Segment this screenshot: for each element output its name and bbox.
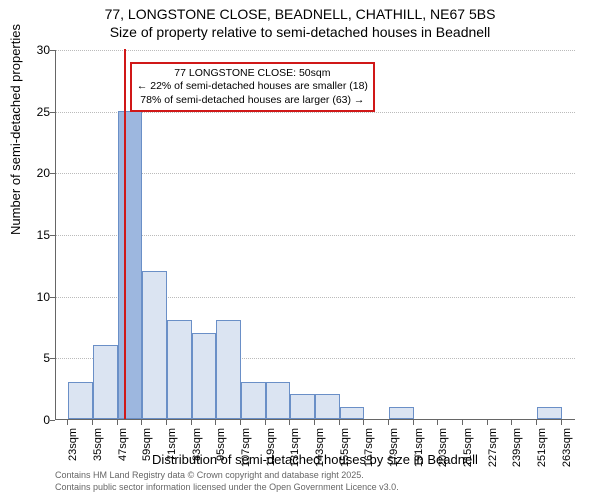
x-tick-mark	[289, 420, 290, 425]
y-tick-label: 15	[22, 228, 50, 242]
x-tick-label: 47sqm	[117, 428, 129, 468]
x-tick-label: 119sqm	[265, 428, 277, 468]
footnote-2: Contains public sector information licen…	[55, 482, 399, 492]
y-tick-label: 25	[22, 105, 50, 119]
histogram-bar	[266, 382, 291, 419]
gridline	[56, 50, 575, 51]
x-tick-mark	[437, 420, 438, 425]
x-tick-label: 167sqm	[363, 428, 375, 468]
x-tick-label: 251sqm	[536, 428, 548, 468]
reference-line	[124, 49, 126, 419]
x-tick-label: 23sqm	[67, 428, 79, 468]
x-tick-mark	[388, 420, 389, 425]
x-tick-label: 71sqm	[166, 428, 178, 468]
y-tick-label: 20	[22, 166, 50, 180]
x-tick-mark	[215, 420, 216, 425]
x-tick-mark	[487, 420, 488, 425]
x-tick-label: 227sqm	[487, 428, 499, 468]
y-tick-label: 5	[22, 351, 50, 365]
histogram-bar	[68, 382, 93, 419]
y-axis-label: Number of semi-detached properties	[8, 24, 23, 235]
annotation-line2: ← 22% of semi-detached houses are smalle…	[137, 80, 368, 93]
y-tick-mark	[50, 173, 55, 174]
histogram-bar	[241, 382, 266, 419]
x-tick-mark	[536, 420, 537, 425]
histogram-bar	[315, 394, 340, 419]
histogram-bar	[389, 407, 414, 419]
x-tick-mark	[561, 420, 562, 425]
title-line2: Size of property relative to semi-detach…	[0, 24, 600, 40]
x-tick-mark	[265, 420, 266, 425]
x-tick-label: 83sqm	[191, 428, 203, 468]
histogram-bar	[142, 271, 167, 419]
x-tick-mark	[92, 420, 93, 425]
x-tick-label: 155sqm	[339, 428, 351, 468]
histogram-bar	[167, 320, 192, 419]
x-tick-mark	[314, 420, 315, 425]
plot-area: 77 LONGSTONE CLOSE: 50sqm ← 22% of semi-…	[55, 50, 575, 420]
x-tick-mark	[413, 420, 414, 425]
annotation-box: 77 LONGSTONE CLOSE: 50sqm ← 22% of semi-…	[130, 62, 375, 111]
histogram-bar	[537, 407, 562, 419]
x-tick-label: 203sqm	[437, 428, 449, 468]
histogram-bar	[93, 345, 118, 419]
histogram-bar	[216, 320, 241, 419]
chart-container: 77, LONGSTONE CLOSE, BEADNELL, CHATHILL,…	[0, 0, 600, 500]
x-tick-mark	[191, 420, 192, 425]
x-tick-mark	[67, 420, 68, 425]
footnote-1: Contains HM Land Registry data © Crown c…	[55, 470, 364, 480]
x-tick-mark	[117, 420, 118, 425]
x-tick-label: 107sqm	[240, 428, 252, 468]
y-tick-mark	[50, 297, 55, 298]
y-tick-label: 0	[22, 413, 50, 427]
annotation-line3: 78% of semi-detached houses are larger (…	[137, 94, 368, 107]
x-tick-label: 95sqm	[215, 428, 227, 468]
histogram-bar	[118, 111, 143, 419]
y-tick-mark	[50, 358, 55, 359]
y-tick-mark	[50, 235, 55, 236]
title-line1: 77, LONGSTONE CLOSE, BEADNELL, CHATHILL,…	[0, 6, 600, 22]
x-tick-mark	[240, 420, 241, 425]
x-tick-mark	[511, 420, 512, 425]
x-tick-label: 263sqm	[561, 428, 573, 468]
y-tick-mark	[50, 420, 55, 421]
x-tick-label: 131sqm	[289, 428, 301, 468]
y-tick-mark	[50, 50, 55, 51]
x-tick-mark	[141, 420, 142, 425]
x-tick-mark	[166, 420, 167, 425]
x-tick-label: 179sqm	[388, 428, 400, 468]
histogram-bar	[290, 394, 315, 419]
y-tick-label: 10	[22, 290, 50, 304]
x-tick-label: 239sqm	[511, 428, 523, 468]
x-tick-mark	[462, 420, 463, 425]
x-tick-label: 59sqm	[141, 428, 153, 468]
histogram-bar	[192, 333, 217, 419]
x-tick-label: 143sqm	[314, 428, 326, 468]
annotation-line1: 77 LONGSTONE CLOSE: 50sqm	[137, 67, 368, 80]
x-tick-label: 191sqm	[413, 428, 425, 468]
x-tick-mark	[363, 420, 364, 425]
x-tick-label: 35sqm	[92, 428, 104, 468]
x-tick-mark	[339, 420, 340, 425]
y-tick-label: 30	[22, 43, 50, 57]
x-tick-label: 215sqm	[462, 428, 474, 468]
y-tick-mark	[50, 112, 55, 113]
histogram-bar	[340, 407, 365, 419]
